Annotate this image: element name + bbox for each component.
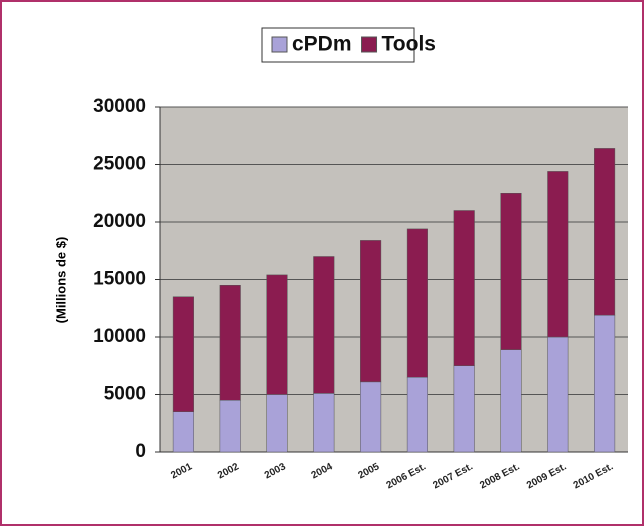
y-tick-label: 30000 xyxy=(93,96,146,117)
bar-segment xyxy=(547,336,569,453)
bar-segment xyxy=(547,171,569,338)
bar-segment xyxy=(360,240,382,383)
bar-segment xyxy=(172,411,194,453)
legend-label: Tools xyxy=(382,33,436,56)
y-axis-label: (Millions de $) xyxy=(53,237,68,324)
bar-segment xyxy=(360,381,382,453)
y-tick-label: 5000 xyxy=(104,384,146,405)
y-tick-label: 20000 xyxy=(93,211,146,232)
bar-segment xyxy=(406,228,428,378)
bar-segment xyxy=(266,394,288,453)
legend-swatch xyxy=(361,36,378,53)
y-tick-label: 15000 xyxy=(93,269,146,290)
bar-segment xyxy=(219,400,241,453)
bar-segment xyxy=(406,377,428,453)
bar-segment xyxy=(453,365,475,453)
y-tick-label: 10000 xyxy=(93,326,146,347)
bar-segment xyxy=(313,393,335,453)
bar-segment xyxy=(500,193,522,350)
legend-swatch xyxy=(271,36,288,53)
bar-segment xyxy=(453,210,475,366)
bar-segment xyxy=(172,296,194,412)
bar-segment xyxy=(313,256,335,394)
y-tick-label: 25000 xyxy=(93,154,146,175)
y-tick-label: 0 xyxy=(135,441,146,462)
legend-label: cPDm xyxy=(292,33,352,56)
bar-segment xyxy=(594,148,616,316)
bar-segment xyxy=(594,314,616,453)
bar-segment xyxy=(500,349,522,453)
bar-segment xyxy=(219,285,241,401)
bar-segment xyxy=(266,274,288,395)
